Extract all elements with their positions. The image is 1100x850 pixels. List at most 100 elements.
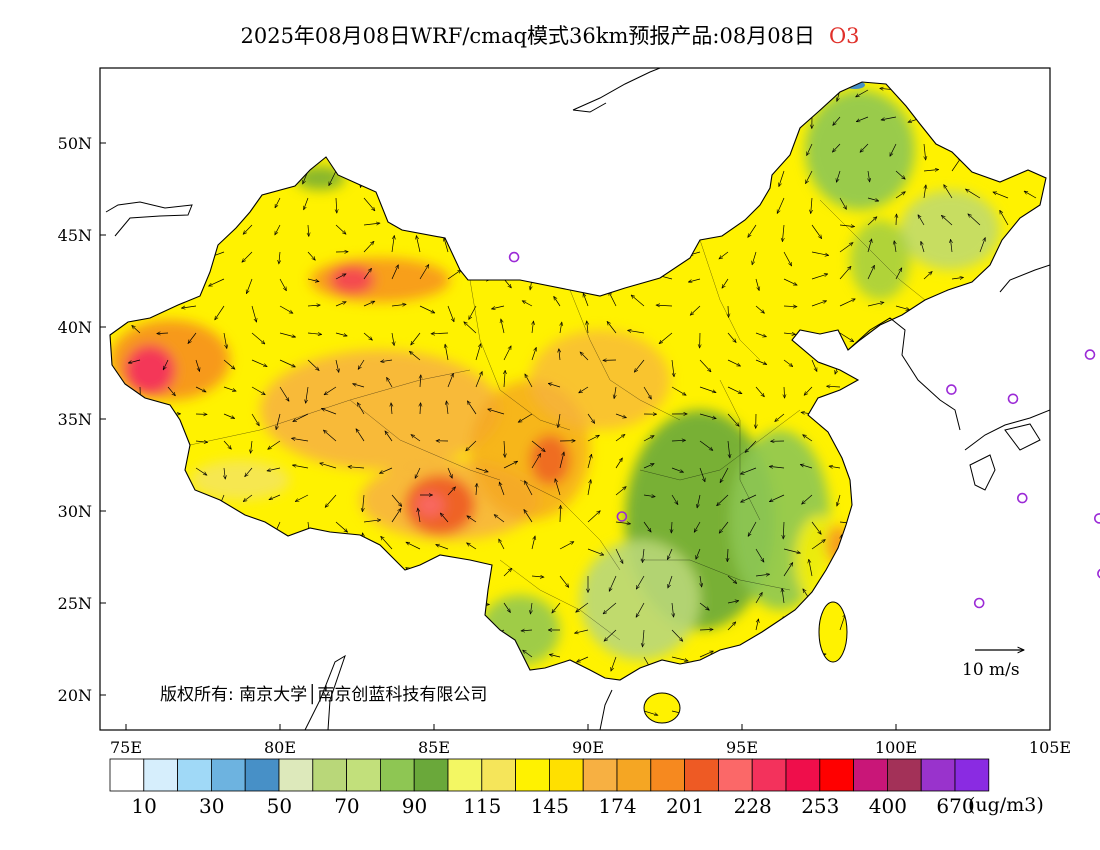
wind-arrow: [559, 349, 560, 361]
wind-arrow: [727, 622, 736, 631]
wind-arrow: [243, 494, 253, 502]
colorbar-swatch: [751, 758, 787, 792]
wind-arrow: [671, 440, 686, 441]
wind-arrow: [475, 344, 481, 361]
colorbar-label: 70: [334, 794, 360, 818]
wind-arrow: [697, 494, 701, 508]
wind-arrow: [381, 536, 393, 550]
wind-arrow: [501, 319, 505, 334]
wind-arrow: [503, 461, 518, 469]
wind-arrow: [811, 197, 812, 214]
neighbour-coastlines: [105, 68, 1050, 730]
wind-arrow: [279, 305, 293, 313]
wind-arrow: [181, 306, 197, 308]
wind-arrow: [699, 413, 716, 419]
wind-arrow: [839, 298, 855, 307]
wind-arrow: [163, 359, 169, 370]
wind-arrow: [575, 629, 589, 633]
wind-arrow: [615, 548, 624, 564]
wind-arrow: [839, 225, 855, 227]
wind-arrow: [839, 197, 847, 209]
lon-tick-label: 90E: [572, 738, 604, 757]
lat-tick-label: 45N: [58, 226, 92, 245]
wind-arrow: [269, 494, 281, 500]
colorbar-swatch: [177, 758, 212, 792]
wind-arrow: [811, 274, 828, 280]
wind-arrow: [363, 197, 375, 211]
wind-arrow: [782, 224, 784, 242]
wind-arrow: [1000, 210, 1009, 226]
colorbar-swatch: [684, 758, 719, 792]
wind-arrow: [243, 224, 253, 234]
lon-tick-label: 105E: [1029, 738, 1071, 757]
wind-arrow: [656, 305, 673, 306]
wind-arrow: [923, 272, 932, 280]
wind-arrow: [363, 300, 375, 307]
wind-arrow: [560, 322, 562, 334]
wind-arrow: [357, 403, 365, 415]
colorbar-label: 90: [401, 794, 428, 818]
wind-arrow: [521, 630, 533, 631]
city-site-markers: [508, 251, 1100, 609]
wind-arrow: [279, 359, 295, 368]
wind-arrow: [615, 413, 626, 418]
wind-arrow: [308, 224, 309, 236]
wind-arrow: [469, 305, 477, 320]
wind-arrow: [356, 429, 365, 442]
wind-arrow: [783, 359, 793, 367]
site-marker: [1016, 492, 1028, 504]
wind-arrow: [195, 441, 208, 442]
wind-arrow: [411, 332, 421, 345]
wind-arrow: [195, 467, 207, 475]
colorbar-swatch: [616, 758, 652, 792]
wind-arrow: [363, 332, 372, 340]
wind-arrow: [307, 278, 319, 282]
wind-arrow: [466, 440, 477, 451]
wind-arrow: [381, 360, 393, 362]
wind-arrow: [727, 359, 741, 366]
colorbar-label: 400: [868, 794, 907, 818]
wind-arrow: [611, 656, 617, 671]
wind-arrow: [636, 575, 645, 589]
wind-arrow: [353, 384, 365, 388]
wind-arrow: [523, 650, 533, 658]
wind-arrow: [447, 467, 452, 478]
wind-arrow: [391, 304, 406, 306]
wind-arrow: [769, 494, 785, 503]
wind-arrow: [896, 214, 897, 226]
wind-arrow: [941, 215, 953, 226]
colorbar-swatch: [109, 758, 145, 792]
wind-arrow: [387, 377, 393, 388]
wind-arrow: [811, 224, 822, 239]
wind-arrow: [748, 521, 757, 536]
wind-arrow: [476, 483, 477, 496]
wind-arrow: [188, 332, 197, 344]
wind-arrow: [242, 251, 253, 262]
wind-arrow: [531, 576, 544, 577]
wind-arrow: [325, 494, 337, 507]
wind-arrow: [467, 516, 477, 523]
colorbar-label: 253: [801, 794, 840, 818]
lon-tick-label: 95E: [726, 738, 758, 757]
colorbar-swatch: [515, 758, 550, 792]
wind-arrow: [251, 386, 265, 395]
wind-arrow: [688, 278, 701, 282]
wind-arrow: [348, 467, 365, 468]
wind-arrow: [406, 542, 421, 550]
wind-arrow: [444, 238, 449, 253]
wind-arrow: [336, 197, 337, 213]
wind-arrow: [755, 592, 762, 604]
wind-arrow: [499, 482, 505, 496]
wind-arrow: [304, 197, 309, 210]
wind-arrow: [728, 440, 730, 458]
wind-arrow: [414, 467, 421, 478]
wind-arrow: [636, 602, 645, 617]
site-marker: [1007, 393, 1019, 405]
lon-tick-label: 75E: [110, 738, 142, 757]
wind-arrow: [335, 224, 346, 234]
wind-arrow: [531, 347, 536, 361]
wind-arrow: [431, 333, 449, 334]
wind-arrow: [385, 431, 393, 442]
wind-arrow: [890, 143, 897, 156]
colorbar-swatch: [582, 758, 618, 792]
